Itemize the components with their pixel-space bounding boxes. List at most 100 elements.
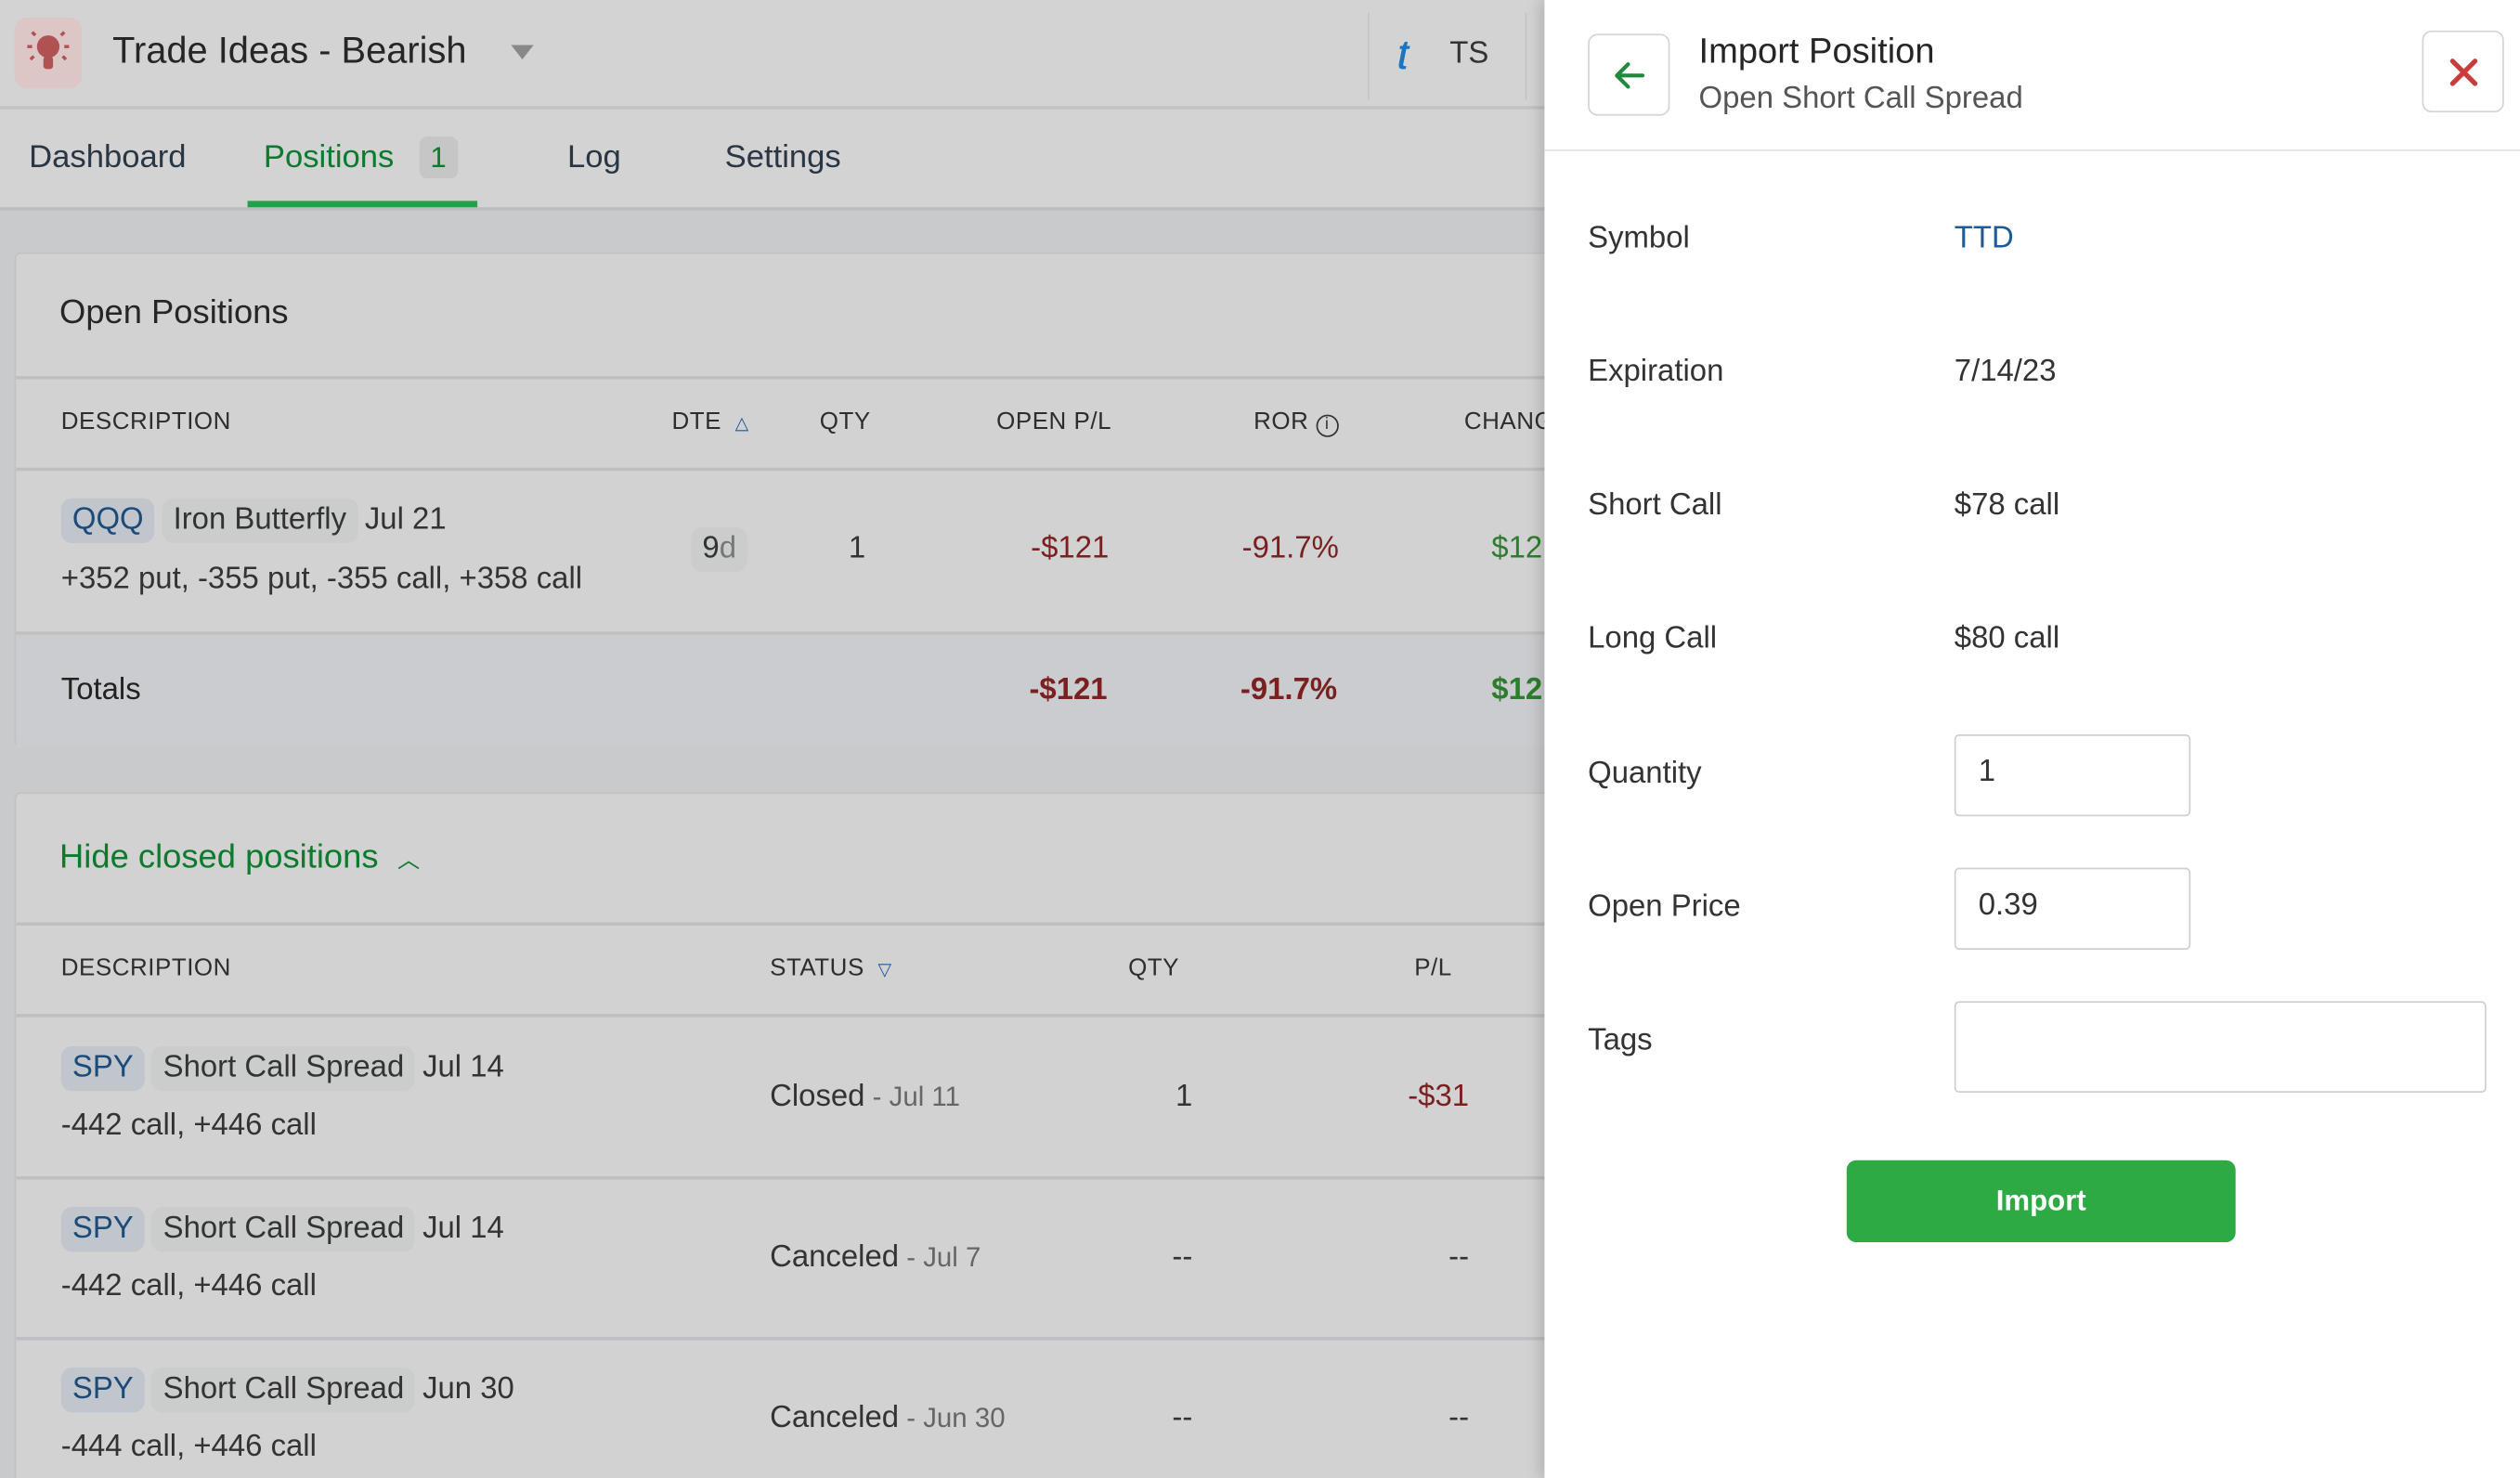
quantity-input[interactable]: 1 xyxy=(1954,734,2191,817)
page-title[interactable]: Trade Ideas - Bearish xyxy=(112,29,467,71)
close-icon xyxy=(2449,58,2477,85)
arrow-left-icon xyxy=(1614,61,1644,88)
symbol-value[interactable]: TTD xyxy=(1954,221,2014,256)
divider xyxy=(16,631,1559,635)
table-row[interactable]: SPY Short Call Spread Jul 14 -442 call, … xyxy=(16,1018,1559,1178)
pl: -- xyxy=(1448,1401,1470,1435)
column-header-change[interactable]: CHANG xyxy=(1463,408,1554,436)
totals-open-pl: -$121 xyxy=(1029,673,1108,707)
divider xyxy=(16,376,1559,380)
long-call-value: $80 call xyxy=(1954,621,2060,656)
dte-value: 9 xyxy=(702,531,720,566)
symbol-label: Symbol xyxy=(1588,221,1690,256)
symbol-badge[interactable]: SPY xyxy=(60,1206,145,1252)
panel-title: Import Position xyxy=(1698,30,1935,71)
divider xyxy=(1525,12,1527,100)
section-title: Open Positions xyxy=(59,293,289,331)
table-row[interactable]: SPY Short Call Spread Jul 14 -442 call, … xyxy=(16,1179,1559,1340)
totals-label: Totals xyxy=(60,673,141,707)
tab-settings[interactable]: Settings xyxy=(724,139,841,175)
expiration-label: Expiration xyxy=(1588,355,1724,389)
expiry: Jul 14 xyxy=(422,1051,504,1085)
symbol-badge[interactable]: QQQ xyxy=(60,498,155,544)
symbol-badge[interactable]: SPY xyxy=(60,1045,145,1092)
strategy-badge: Short Call Spread xyxy=(151,1206,416,1252)
expiry: Jul 21 xyxy=(364,502,447,538)
import-button[interactable]: Import xyxy=(1846,1160,2236,1242)
short-call-label: Short Call xyxy=(1588,488,1722,523)
back-button[interactable] xyxy=(1588,33,1670,116)
strategy-badge: Iron Butterfly xyxy=(162,498,358,544)
qty: 1 xyxy=(1176,1080,1193,1114)
divider xyxy=(16,1176,1559,1180)
status-date: - Jul 11 xyxy=(864,1081,960,1112)
open-price-input[interactable]: 0.39 xyxy=(1954,867,2191,950)
ror: -91.7% xyxy=(1241,531,1339,566)
chevron-up-icon: ︿ xyxy=(397,847,421,873)
symbol-badge[interactable]: SPY xyxy=(60,1367,145,1413)
table-row[interactable]: QQQ Iron Butterfly Jul 21 +352 put, -355… xyxy=(16,471,1559,631)
column-header-description: DESCRIPTION xyxy=(60,954,231,982)
quantity-label: Quantity xyxy=(1588,757,1702,791)
strategy-badge: Short Call Spread xyxy=(151,1045,416,1092)
table-row[interactable]: SPY Short Call Spread Jun 30 -444 call, … xyxy=(16,1341,1559,1478)
tab-positions[interactable]: Positions 1 xyxy=(264,136,458,179)
qty: -- xyxy=(1172,1240,1193,1275)
tab-log[interactable]: Log xyxy=(567,139,621,175)
totals-row: Totals -$121 -91.7% $12 xyxy=(16,634,1556,747)
expiration-value: 7/14/23 xyxy=(1954,355,2057,389)
column-header-ror[interactable]: ROR i xyxy=(1254,408,1339,437)
status: Canceled - Jul 7 xyxy=(770,1240,981,1276)
status-date: - Jul 7 xyxy=(899,1241,981,1273)
column-header-pl[interactable]: P/L xyxy=(1414,954,1452,982)
dte-badge: 9d xyxy=(691,526,748,573)
divider xyxy=(16,922,1559,926)
change: $12 xyxy=(1491,531,1543,566)
app-header: Trade Ideas - Bearish ʈ TS xyxy=(0,0,1547,110)
count-badge: 1 xyxy=(419,136,458,179)
column-header-open-pl[interactable]: OPEN P/L xyxy=(996,408,1112,436)
column-header-dte[interactable]: DTE △ xyxy=(672,408,749,435)
expiry: Jul 14 xyxy=(422,1212,504,1246)
column-header-description: DESCRIPTION xyxy=(60,408,231,436)
column-header-status[interactable]: STATUS ▽ xyxy=(770,954,892,981)
panel-subtitle: Open Short Call Spread xyxy=(1698,82,2023,116)
qty: -- xyxy=(1172,1401,1193,1435)
closed-positions-card: Hide closed positions ︿ DESCRIPTION STAT… xyxy=(14,792,1559,1478)
column-header-qty[interactable]: QTY xyxy=(819,408,871,436)
legs: +352 put, -355 put, -355 call, +358 call xyxy=(60,562,583,597)
tags-label: Tags xyxy=(1588,1023,1653,1057)
expiry: Jun 30 xyxy=(422,1372,514,1407)
info-icon[interactable]: i xyxy=(1316,414,1339,437)
sort-asc-icon: △ xyxy=(734,414,749,434)
totals-ror: -91.7% xyxy=(1240,673,1338,707)
open-pl: -$121 xyxy=(1031,531,1110,566)
header-label: DTE xyxy=(671,408,722,436)
status-label: Canceled xyxy=(770,1240,900,1275)
totals-change: $12 xyxy=(1491,673,1543,707)
legs: -444 call, +446 call xyxy=(60,1430,317,1464)
broker-logo-icon: ʈ xyxy=(1397,35,1409,71)
status-label: Closed xyxy=(770,1080,865,1114)
qty: 1 xyxy=(848,531,866,566)
sort-desc-icon: ▽ xyxy=(877,961,892,980)
chevron-down-icon[interactable] xyxy=(511,45,534,60)
broker-label[interactable]: TS xyxy=(1449,36,1489,71)
divider xyxy=(16,1014,1559,1018)
divider xyxy=(16,1337,1559,1341)
open-price-label: Open Price xyxy=(1588,889,1741,925)
hide-closed-toggle[interactable]: Hide closed positions ︿ xyxy=(59,839,420,878)
close-button[interactable] xyxy=(2422,30,2504,113)
long-call-label: Long Call xyxy=(1588,621,1718,656)
tab-dashboard[interactable]: Dashboard xyxy=(29,139,187,175)
tab-bar: Dashboard Positions 1 Log Settings xyxy=(0,109,1547,211)
status-date: - Jun 30 xyxy=(899,1403,1006,1433)
status: Closed - Jul 11 xyxy=(770,1080,960,1115)
column-header-qty[interactable]: QTY xyxy=(1128,954,1180,982)
pl: -- xyxy=(1448,1240,1470,1275)
header-label: ROR xyxy=(1254,408,1309,436)
open-positions-card: Open Positions DESCRIPTION DTE △ QTY OPE… xyxy=(14,252,1559,747)
status: Canceled - Jun 30 xyxy=(770,1401,1005,1436)
import-position-panel: Import Position Open Short Call Spread S… xyxy=(1544,0,2520,1478)
tags-input[interactable] xyxy=(1954,1001,2487,1094)
